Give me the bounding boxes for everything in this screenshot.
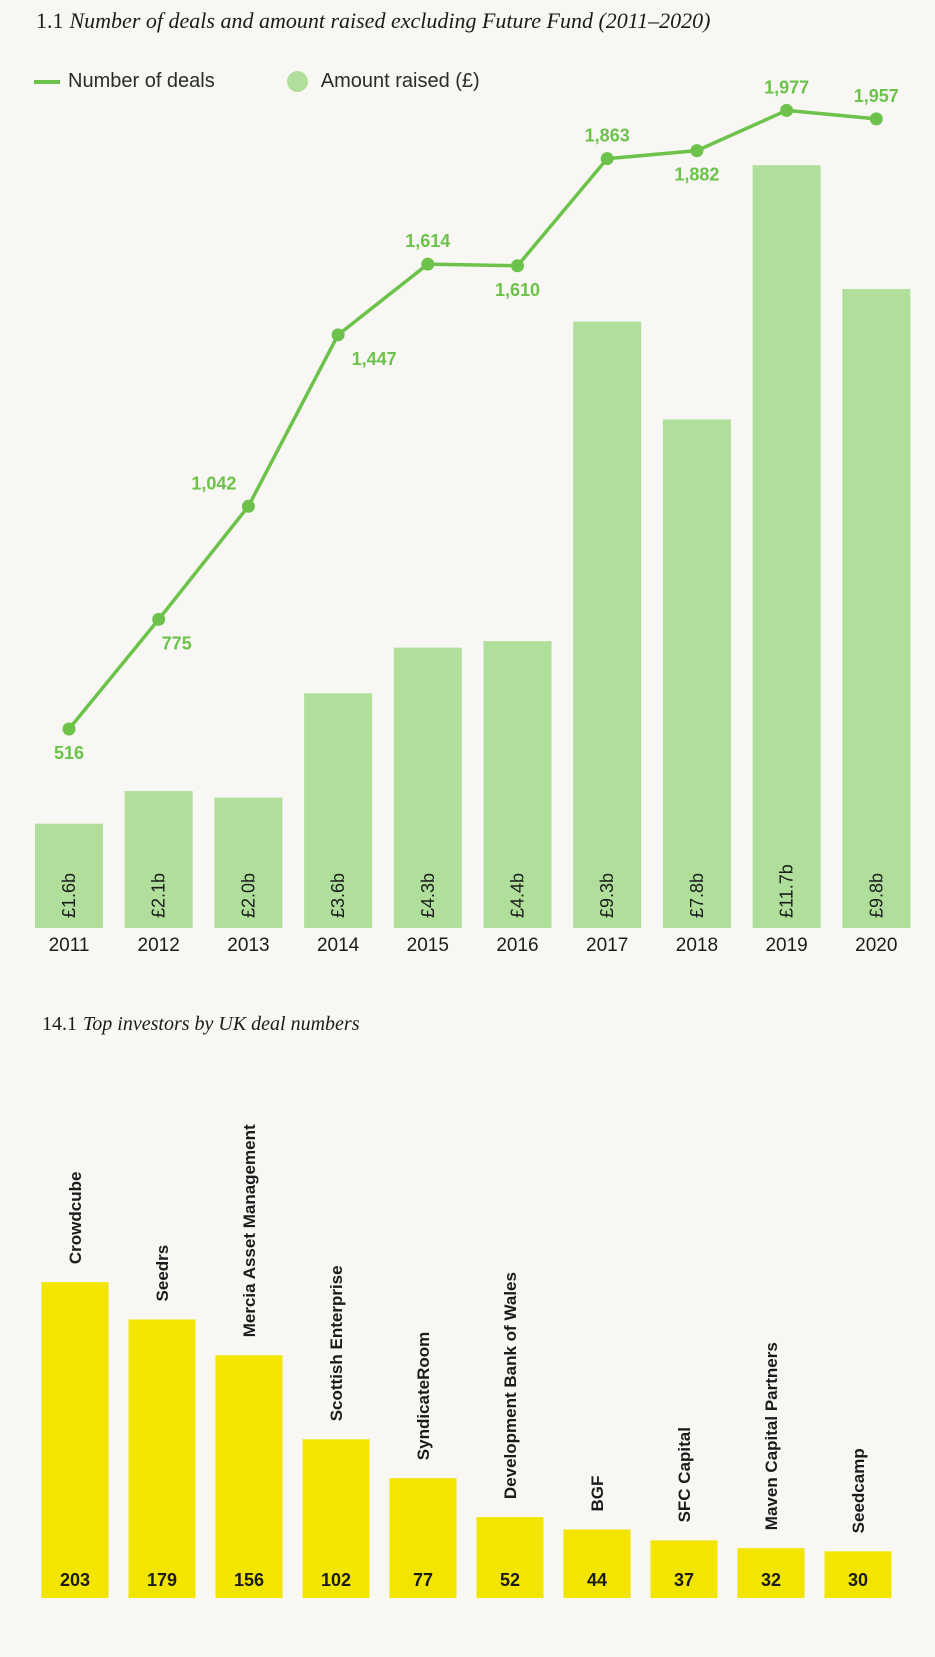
deals-chart: £1.6b 2011 £2.1b 2012 £2.0b 2013 £3.6b 2014 £4.3… <box>35 77 911 956</box>
point-label-2012: 775 <box>162 633 192 653</box>
bar-value-4: 77 <box>413 1570 433 1590</box>
x-tick-2013: 2013 <box>227 935 269 956</box>
bar-label-2015: £4.3b <box>418 873 438 918</box>
investor-name-3: Scottish Enterprise <box>327 1265 346 1421</box>
point-deals-2016 <box>511 259 524 273</box>
x-tick-2014: 2014 <box>317 935 360 956</box>
bar-label-2016: £4.4b <box>508 873 528 918</box>
bar-label-2012: £2.1b <box>149 873 169 918</box>
investor-name-7: SFC Capital <box>675 1427 694 1522</box>
bar-amount-2012 <box>124 791 193 928</box>
bar-value-3: 102 <box>321 1570 351 1590</box>
bar-investor-2 <box>215 1355 283 1598</box>
bar-investor-5 <box>476 1517 544 1598</box>
x-tick-2017: 2017 <box>586 935 628 956</box>
bar-investor-4 <box>389 1478 457 1598</box>
bar-amount-2017 <box>573 321 642 928</box>
investor-name-0: Crowdcube <box>66 1172 85 1265</box>
legend: Number of deals Amount raised (£) <box>34 70 480 93</box>
x-tick-2016: 2016 <box>496 935 538 956</box>
bar-investor-0 <box>41 1282 109 1598</box>
point-label-2016: 1,610 <box>495 280 540 300</box>
bar-label-2011: £1.6b <box>59 873 79 918</box>
chart-number: 14.1 <box>42 1013 77 1035</box>
chart-title-deals: 1.1 Number of deals and amount raised exc… <box>36 8 710 34</box>
point-deals-2019 <box>780 103 794 117</box>
legend-dot-swatch <box>286 71 308 92</box>
bar-label-2018: £7.8b <box>687 873 707 918</box>
bar-investor-8 <box>737 1548 805 1598</box>
investor-name-9: Seedcamp <box>849 1448 868 1533</box>
bar-amount-2018 <box>662 419 731 928</box>
bar-label-2014: £3.6b <box>328 873 348 918</box>
point-label-2018: 1,882 <box>674 165 719 185</box>
legend-label-deals: Number of deals <box>68 70 215 92</box>
bar-value-5: 52 <box>500 1570 520 1590</box>
point-deals-2012 <box>152 612 166 626</box>
x-tick-2015: 2015 <box>407 935 449 956</box>
bar-value-9: 30 <box>848 1570 868 1590</box>
bar-amount-2011 <box>35 823 103 928</box>
bar-label-2020: £9.8b <box>866 873 886 918</box>
point-label-2014: 1,447 <box>352 349 397 369</box>
chart-number: 1.1 <box>36 8 64 33</box>
investor-name-6: BGF <box>588 1476 607 1512</box>
x-tick-2018: 2018 <box>676 935 718 956</box>
x-tick-2019: 2019 <box>765 935 807 956</box>
investor-name-1: Seedrs <box>153 1245 172 1302</box>
bar-amount-2016 <box>483 641 552 928</box>
point-label-2011: 516 <box>54 743 84 763</box>
point-deals-2015 <box>421 257 435 271</box>
bar-value-0: 203 <box>60 1570 90 1590</box>
line-deals <box>67 108 877 731</box>
point-label-2020: 1,957 <box>854 86 899 106</box>
x-tick-2011: 2011 <box>49 935 90 956</box>
bar-investor-1 <box>128 1319 196 1598</box>
bar-value-1: 179 <box>147 1570 177 1590</box>
point-deals-2017 <box>600 152 614 166</box>
x-tick-2020: 2020 <box>855 935 897 956</box>
point-deals-2020 <box>869 112 883 126</box>
point-deals-2013 <box>241 499 255 513</box>
bar-amount-2015 <box>393 647 462 928</box>
point-deals-2011 <box>62 722 76 736</box>
investor-name-8: Maven Capital Partners <box>762 1342 781 1530</box>
point-label-2015: 1,614 <box>405 231 450 251</box>
chart-title-text: Number of deals and amount raised exclud… <box>69 8 711 33</box>
investor-name-5: Development Bank of Wales <box>501 1272 520 1499</box>
point-deals-2014 <box>331 328 345 342</box>
bar-label-2019: £11.7b <box>777 864 797 918</box>
chart-title-text: Top investors by UK deal numbers <box>83 1013 360 1035</box>
bar-amount-2014 <box>304 693 373 928</box>
legend-line-swatch <box>34 79 60 84</box>
chart-title-investors: 14.1 Top investors by UK deal numbers <box>42 1013 359 1036</box>
x-tick-2012: 2012 <box>138 935 180 956</box>
point-label-2019: 1,977 <box>764 77 809 97</box>
bar-value-6: 44 <box>587 1570 607 1590</box>
investors-chart: 203 Crowdcube 179 Seedrs 156 Mercia Asset Man… <box>41 1124 892 1598</box>
point-deals-2018 <box>690 144 704 158</box>
investor-name-4: SyndicateRoom <box>414 1332 433 1460</box>
bar-investor-6 <box>563 1529 631 1598</box>
bar-label-2017: £9.3b <box>597 873 617 918</box>
bar-value-8: 32 <box>761 1570 781 1590</box>
legend-label-amount: Amount raised (£) <box>320 70 480 92</box>
bar-investor-9 <box>824 1551 892 1598</box>
bar-amount-2020 <box>842 289 911 928</box>
bar-investor-7 <box>650 1540 718 1598</box>
bar-label-2013: £2.0b <box>238 873 258 918</box>
bar-value-2: 156 <box>234 1570 264 1590</box>
investor-name-2: Mercia Asset Management <box>240 1124 259 1337</box>
point-label-2017: 1,863 <box>585 126 630 146</box>
bar-amount-2013 <box>214 797 283 928</box>
bar-value-7: 37 <box>674 1570 694 1590</box>
bar-amount-2019 <box>752 165 821 928</box>
bar-investor-3 <box>302 1439 370 1598</box>
point-label-2013: 1,042 <box>191 473 236 493</box>
